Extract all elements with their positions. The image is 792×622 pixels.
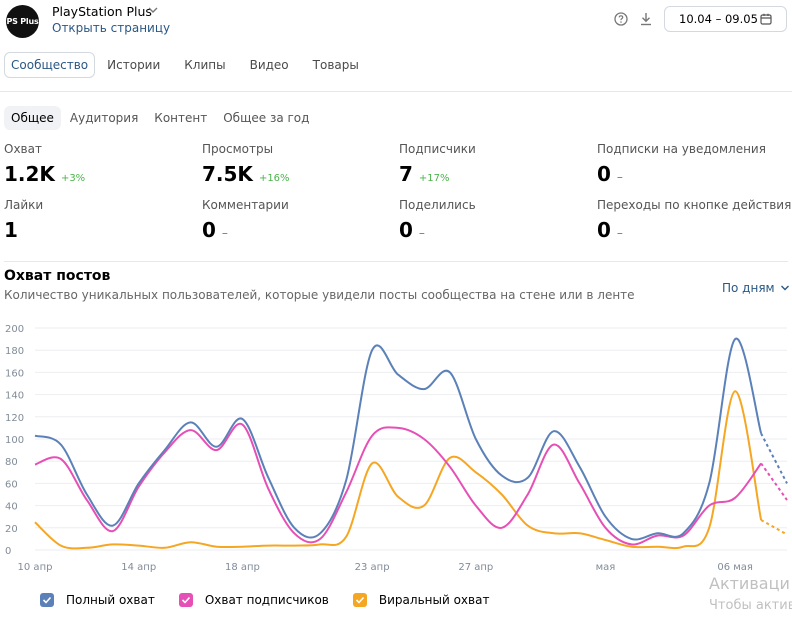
tab-goods[interactable]: Товары	[312, 58, 359, 72]
stat-shares: Поделились 0–	[399, 198, 476, 242]
tab-video[interactable]: Видео	[249, 58, 289, 72]
stat-notification-subs: Подписки на уведомления 0–	[597, 142, 766, 186]
x-tick-label: 06 мая	[717, 562, 753, 573]
stat-delta: –	[616, 170, 623, 184]
stat-value: 1.2K	[4, 162, 55, 186]
stat-label: Лайки	[4, 198, 44, 212]
legend-full-reach[interactable]: Полный охват	[40, 593, 155, 607]
stat-action-button-clicks: Переходы по кнопке действия 0–	[597, 198, 791, 242]
open-page-link[interactable]: Открыть страницу	[52, 21, 171, 35]
x-tick-label: 14 апр	[121, 562, 156, 573]
stat-label: Подписки на уведомления	[597, 142, 766, 156]
series-line	[34, 390, 763, 550]
stats-divider	[4, 261, 788, 262]
series-line-forecast	[760, 462, 788, 501]
y-tick-label: 0	[5, 546, 11, 557]
legend-subscribers-reach[interactable]: Охват подписчиков	[178, 593, 329, 607]
tab-clips[interactable]: Клипы	[184, 58, 226, 72]
stat-views: Просмотры 7.5K +16%	[202, 142, 290, 186]
stat-value: 0	[399, 218, 413, 242]
windows-activation-subtext: Чтобы актив	[709, 598, 792, 613]
date-range-text: 10.04 – 09.05	[679, 12, 758, 26]
sub-tabs: Общее Аудитория Контент Общее за год	[4, 106, 318, 130]
y-tick-label: 120	[5, 413, 24, 424]
period-select-label: По дням	[722, 281, 775, 295]
stat-label: Просмотры	[202, 142, 274, 156]
stat-likes: Лайки 1	[4, 198, 43, 242]
y-tick-label: 140	[5, 391, 24, 402]
subtab-general[interactable]: Общее	[4, 106, 61, 130]
y-tick-label: 100	[5, 435, 24, 446]
checkbox-icon[interactable]	[178, 593, 193, 607]
y-tick-label: 60	[5, 479, 18, 490]
stat-label: Поделились	[399, 198, 476, 212]
stat-reach: Охват 1.2K +3%	[4, 142, 85, 186]
stat-delta: –	[418, 226, 425, 240]
x-tick-label: 18 апр	[225, 562, 260, 573]
stat-value: 0	[597, 218, 611, 242]
legend-label: Виральный охват	[378, 593, 490, 607]
community-avatar[interactable]: PS Plus	[6, 5, 39, 38]
y-tick-label: 180	[5, 346, 24, 357]
chevron-down-icon[interactable]	[148, 5, 158, 15]
stat-value: 7	[399, 162, 413, 186]
y-tick-label: 80	[5, 457, 18, 468]
chart-title: Охват постов	[4, 268, 111, 284]
stat-delta: +3%	[60, 173, 86, 184]
legend-viral-reach[interactable]: Виральный охват	[352, 593, 490, 607]
download-icon[interactable]	[639, 11, 653, 27]
y-tick-label: 40	[5, 502, 18, 513]
x-tick-label: 10 апр	[18, 562, 53, 573]
stat-value: 1	[4, 218, 18, 242]
stat-value: 0	[202, 218, 216, 242]
checkbox-icon[interactable]	[352, 593, 367, 607]
stat-delta: –	[616, 226, 623, 240]
windows-activation-watermark: Активаци	[709, 574, 790, 593]
subtab-audience[interactable]: Аудитория	[69, 111, 139, 125]
legend-label: Охват подписчиков	[204, 593, 329, 607]
chart-subtitle: Количество уникальных пользователей, кот…	[4, 288, 635, 302]
stat-value: 7.5K	[202, 162, 253, 186]
series-line	[34, 338, 763, 541]
community-title[interactable]: PlayStation Plus	[52, 4, 152, 19]
subtab-year[interactable]: Общее за год	[223, 111, 310, 125]
stat-label: Переходы по кнопке действия	[597, 198, 792, 212]
legend-label: Полный охват	[66, 593, 155, 607]
help-circle-icon[interactable]	[614, 12, 628, 26]
period-select[interactable]: По дням	[722, 281, 790, 295]
stat-delta: +17%	[418, 173, 450, 184]
stat-label: Подписчики	[399, 142, 476, 156]
y-tick-label: 20	[5, 524, 18, 535]
y-tick-label: 200	[5, 324, 24, 335]
x-tick-label: 27 апр	[458, 562, 493, 573]
stat-subscribers: Подписчики 7 +17%	[399, 142, 476, 186]
series-line-forecast	[760, 519, 788, 536]
subtab-content[interactable]: Контент	[154, 111, 208, 125]
tab-community[interactable]: Сообщество	[4, 52, 96, 78]
series-line	[34, 422, 762, 546]
tab-stories[interactable]: Истории	[107, 58, 161, 72]
x-tick-label: 23 апр	[355, 562, 390, 573]
stat-comments: Комментарии 0–	[202, 198, 289, 242]
x-tick-label: мая	[596, 562, 616, 573]
stat-label: Охват	[4, 142, 42, 156]
stat-delta: –	[221, 226, 228, 240]
reach-chart: 0 20 40 60 80 100 120 140 160 180 200 10 апр 14 апр 1…	[5, 324, 788, 573]
stat-value: 0	[597, 162, 611, 186]
checkbox-icon[interactable]	[40, 593, 54, 607]
stat-label: Комментарии	[202, 198, 289, 212]
chevron-down-icon	[780, 285, 789, 291]
chart-legend: Полный охват Охват подписчиков Виральный…	[40, 593, 513, 607]
y-tick-label: 160	[5, 368, 24, 379]
calendar-icon	[760, 13, 772, 25]
series-line-forecast	[760, 432, 788, 484]
date-range-picker[interactable]: 10.04 – 09.05	[664, 6, 787, 32]
stat-delta: +16%	[258, 173, 290, 184]
tabs-divider	[0, 91, 792, 92]
main-tabs: Сообщество Истории Клипы Видео Товары	[4, 52, 377, 78]
